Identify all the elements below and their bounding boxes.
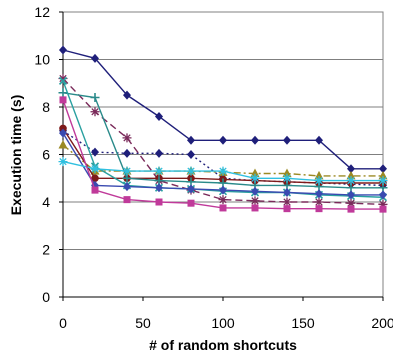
data-point-star [90,164,100,174]
series-group [58,45,388,213]
data-point-diamond [283,135,291,145]
y-tick-label: 2 [42,242,50,258]
data-point-star [90,107,100,117]
data-point-square [123,196,131,204]
data-point-square [347,205,355,213]
data-point-diamond [315,135,323,145]
data-point-square [59,96,67,104]
data-point-diamond [155,183,163,193]
data-point-star [58,157,68,167]
data-point-star [282,197,292,207]
x-axis-title: # of random shortcuts [149,337,297,353]
data-point-diamond [283,188,291,197]
data-point-star [122,166,132,176]
data-point-diamond [315,189,323,199]
data-point-diamond [347,164,355,174]
data-point-square [315,205,323,213]
x-tick-label: 200 [371,315,393,331]
data-point-x [58,76,68,85]
data-point-diamond [59,128,67,138]
data-point-star [346,198,356,208]
series-line [62,78,384,206]
data-point-star [378,176,388,186]
y-tick-label: 12 [34,4,50,20]
x-tick-label: 100 [211,315,235,331]
data-point-star [282,173,292,183]
data-point-triangle [282,168,292,177]
data-point-star [218,195,228,205]
y-tick-label: 10 [34,52,50,68]
data-point-diamond [187,135,195,145]
data-point-diamond [251,135,259,145]
data-point-diamond [123,90,131,100]
data-point-diamond [155,112,163,121]
data-point-square [91,186,99,194]
data-series [58,157,388,186]
data-point-triangle [314,170,324,180]
data-point-star [378,199,388,209]
data-point-diamond [123,148,131,158]
tick-labels: 0 2 4 6 8 10 12 0 50 100 150 200 [34,4,393,331]
data-point-diamond [91,147,99,157]
data-point-star [122,133,132,143]
data-point-triangle [346,170,356,180]
data-series [59,96,387,213]
x-tick-label: 0 [59,315,67,331]
data-series [59,128,387,200]
y-tick-label: 0 [42,289,50,305]
data-point-star [186,166,196,176]
data-point-star [250,196,260,206]
data-point-square [155,198,163,206]
data-point-triangle [250,168,260,177]
data-point-diamond [187,184,195,194]
data-point-circle [91,174,99,183]
y-axis-title: Execution time (s) [8,95,24,216]
data-point-triangle [58,140,68,149]
data-point-square [379,205,387,213]
data-series [59,45,387,174]
data-point-diamond [379,164,387,174]
axes [59,11,384,301]
data-point-diamond [379,190,387,200]
data-point-square [283,205,291,213]
data-point-diamond [187,150,195,159]
data-point-star [154,166,164,176]
data-point-star [346,176,356,186]
x-tick-label: 150 [291,315,315,331]
data-point-circle [59,124,67,133]
data-point-triangle [378,170,388,180]
data-point-diamond [123,182,131,192]
data-point-diamond [91,53,99,63]
data-point-plus [58,88,68,98]
data-point-plus [90,93,100,102]
data-point-diamond [219,135,227,145]
y-tick-label: 6 [42,147,50,163]
y-tick-label: 4 [42,194,50,210]
data-point-diamond [155,148,163,158]
data-point-square [187,199,195,207]
data-point-star [58,74,68,83]
data-point-diamond [59,45,67,55]
data-point-diamond [219,185,227,195]
data-point-diamond [347,190,355,200]
x-tick-label: 50 [135,315,151,331]
y-tick-label: 8 [42,99,50,115]
data-point-square [251,204,259,212]
data-series [58,88,388,193]
data-point-star [314,176,324,186]
data-point-star [314,197,324,207]
data-point-diamond [251,186,259,196]
data-point-star [218,166,228,176]
data-point-square [219,204,227,212]
data-point-star [250,173,260,183]
